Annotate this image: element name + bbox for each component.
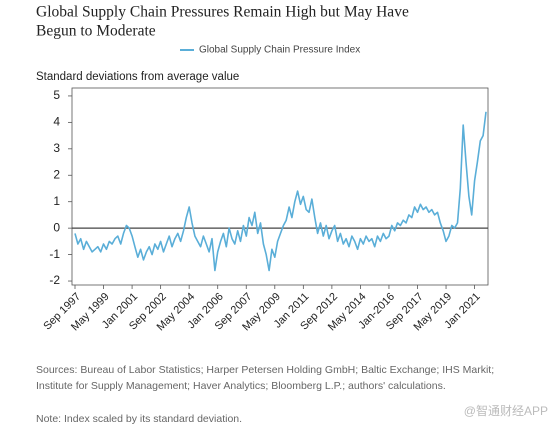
plot-frame xyxy=(71,87,489,286)
sources: Institute for Supply Management; Haver A… xyxy=(36,380,446,392)
series-line xyxy=(74,111,487,272)
legend-label: Global Supply Chain Pressure Index xyxy=(199,45,360,56)
y-tick-label: -1 xyxy=(49,247,60,261)
watermark: @智通财经APP xyxy=(464,403,548,418)
y-tick-label: 0 xyxy=(53,220,60,234)
note: Note: Index scaled by its standard devia… xyxy=(36,413,242,425)
chart-title: Global Supply Chain Pressures Remain Hig… xyxy=(36,4,409,21)
y-axis-label: Standard deviations from average value xyxy=(36,71,239,83)
chart-title: Begun to Moderate xyxy=(36,23,156,40)
y-tick-label: 1 xyxy=(53,194,60,208)
sources: Sources: Bureau of Labor Statistics; Har… xyxy=(36,364,494,376)
y-tick-label: 4 xyxy=(53,115,60,129)
y-tick-label: -2 xyxy=(49,273,60,287)
y-tick-label: 3 xyxy=(53,141,60,155)
y-tick-label: 5 xyxy=(53,88,60,102)
y-tick-label: 2 xyxy=(53,167,60,181)
